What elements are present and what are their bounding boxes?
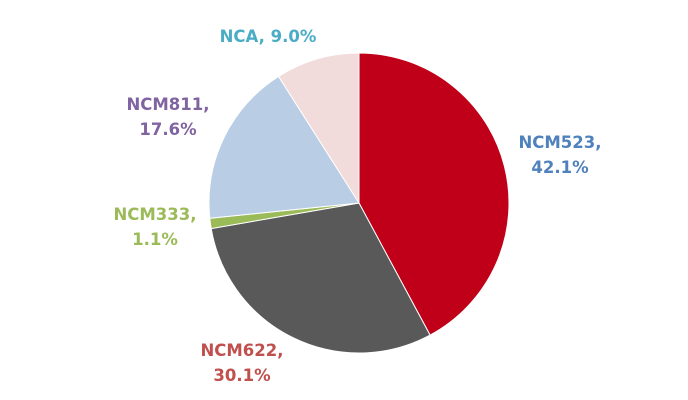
data-label-ncm622: NCM622, 30.1% xyxy=(200,341,283,385)
data-label-nca: NCA, 9.0% xyxy=(220,27,317,46)
data-label-ncm811: NCM811, 17.6% xyxy=(126,95,209,139)
data-label-ncm523: NCM523, 42.1% xyxy=(518,133,601,177)
data-label-ncm333: NCM333, 1.1% xyxy=(113,205,196,249)
pie-slice-nca xyxy=(277,52,360,205)
pie-slice-ncm811 xyxy=(208,75,360,219)
pie-slice-ncm523 xyxy=(358,52,510,336)
pie-slice-ncm622 xyxy=(210,202,431,354)
